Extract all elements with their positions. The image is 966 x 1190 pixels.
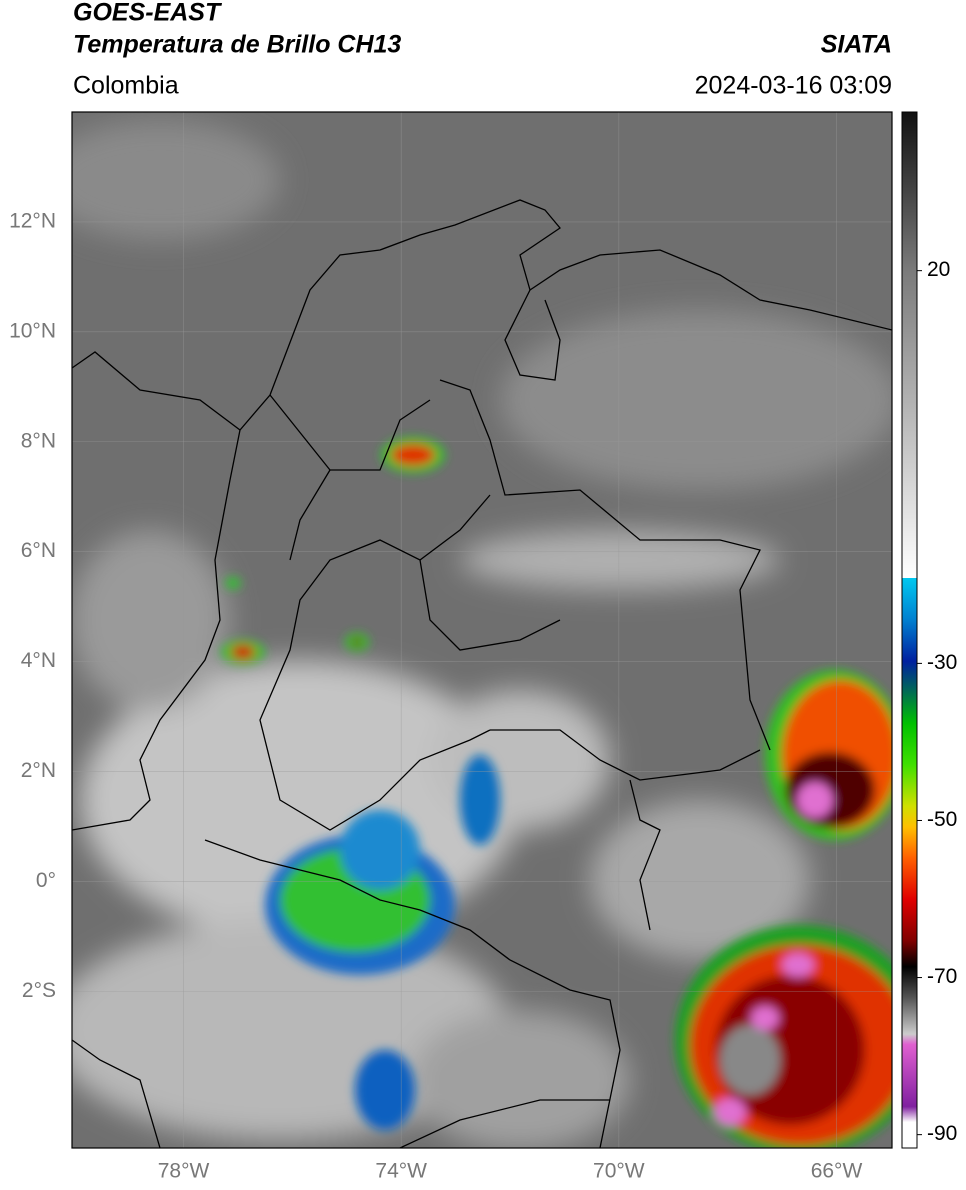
colorbar-tick-label: -90: [927, 1122, 957, 1145]
colorbar-tick-label: -50: [927, 808, 957, 831]
lat-tick-label: 2°N: [21, 759, 56, 782]
lon-tick-label: 74°W: [375, 1160, 427, 1183]
satellite-image: [72, 112, 892, 1148]
lon-tick-label: 78°W: [158, 1160, 210, 1183]
lat-tick-label: 12°N: [9, 209, 56, 232]
lat-tick-label: 8°N: [21, 429, 56, 452]
lat-tick-label: 4°N: [21, 649, 56, 672]
colorbar: [901, 111, 918, 1149]
lon-tick-label: 70°W: [593, 1160, 645, 1183]
lon-tick-label: 66°W: [811, 1160, 863, 1183]
colorbar-tick-label: -30: [927, 651, 957, 674]
timestamp: 2024-03-16 03:09: [695, 72, 892, 100]
lat-tick-label: 10°N: [9, 319, 56, 342]
lat-tick-label: 6°N: [21, 539, 56, 562]
colorbar-tick-label: 20: [927, 258, 950, 281]
title: GOES-EAST: [73, 0, 223, 27]
lat-tick-label: 0°: [36, 869, 56, 892]
map-frame: [71, 111, 893, 1149]
colorbar-tick-label: -70: [927, 965, 957, 988]
source: SIATA: [821, 31, 892, 59]
lat-tick-label: 2°S: [22, 979, 56, 1002]
region: Colombia: [73, 72, 179, 100]
title: Temperatura de Brillo CH13: [73, 31, 401, 59]
